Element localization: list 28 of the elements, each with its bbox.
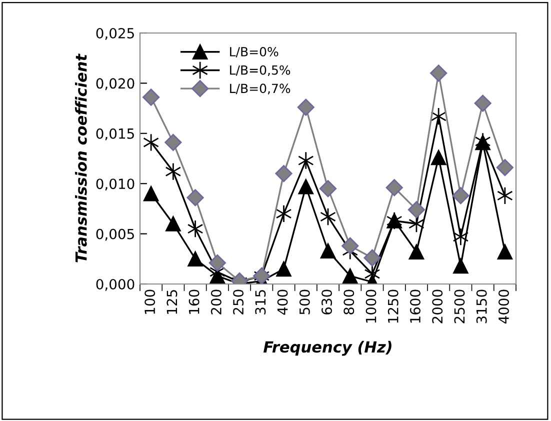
x-tick-label: 1600 <box>410 290 420 323</box>
x-tick-label: 2500 <box>454 290 465 324</box>
x-axis-title: Frequency (Hz) <box>263 340 392 356</box>
y-tick-label: 0,010 <box>96 178 134 190</box>
x-tick-label: 4000 <box>498 290 509 324</box>
y-tick-label: 0,005 <box>96 228 134 241</box>
y-tick-label: 0,020 <box>96 78 134 90</box>
x-tick-label: 250 <box>233 290 244 314</box>
x-tick-label: 160 <box>188 290 200 314</box>
legend-label: L/B=0,5% <box>230 65 290 76</box>
x-tick-label: 125 <box>166 290 178 314</box>
x-tick-label: 2000 <box>432 290 443 324</box>
y-tick-label: 0,025 <box>96 28 134 40</box>
x-tick-label: 200 <box>210 290 222 314</box>
y-tick-label: 0,015 <box>96 128 134 140</box>
x-tick-label: 1000 <box>366 290 376 323</box>
y-axis-title: Transmission coefficient <box>75 53 87 262</box>
x-tick-label: 800 <box>344 290 354 314</box>
x-tick-label: 100 <box>144 290 156 314</box>
x-tick-label: 630 <box>322 290 332 314</box>
x-tick-label: 315 <box>255 290 266 314</box>
y-tick-label: 0,000 <box>96 278 134 291</box>
x-tick-label: 3150 <box>476 290 487 324</box>
legend-label: L/B=0% <box>230 46 278 58</box>
x-tick-label: 1250 <box>388 290 398 323</box>
x-tick-label: 500 <box>299 290 310 314</box>
legend-label: L/B=0,7% <box>230 84 290 94</box>
x-tick-label: 400 <box>277 290 288 315</box>
